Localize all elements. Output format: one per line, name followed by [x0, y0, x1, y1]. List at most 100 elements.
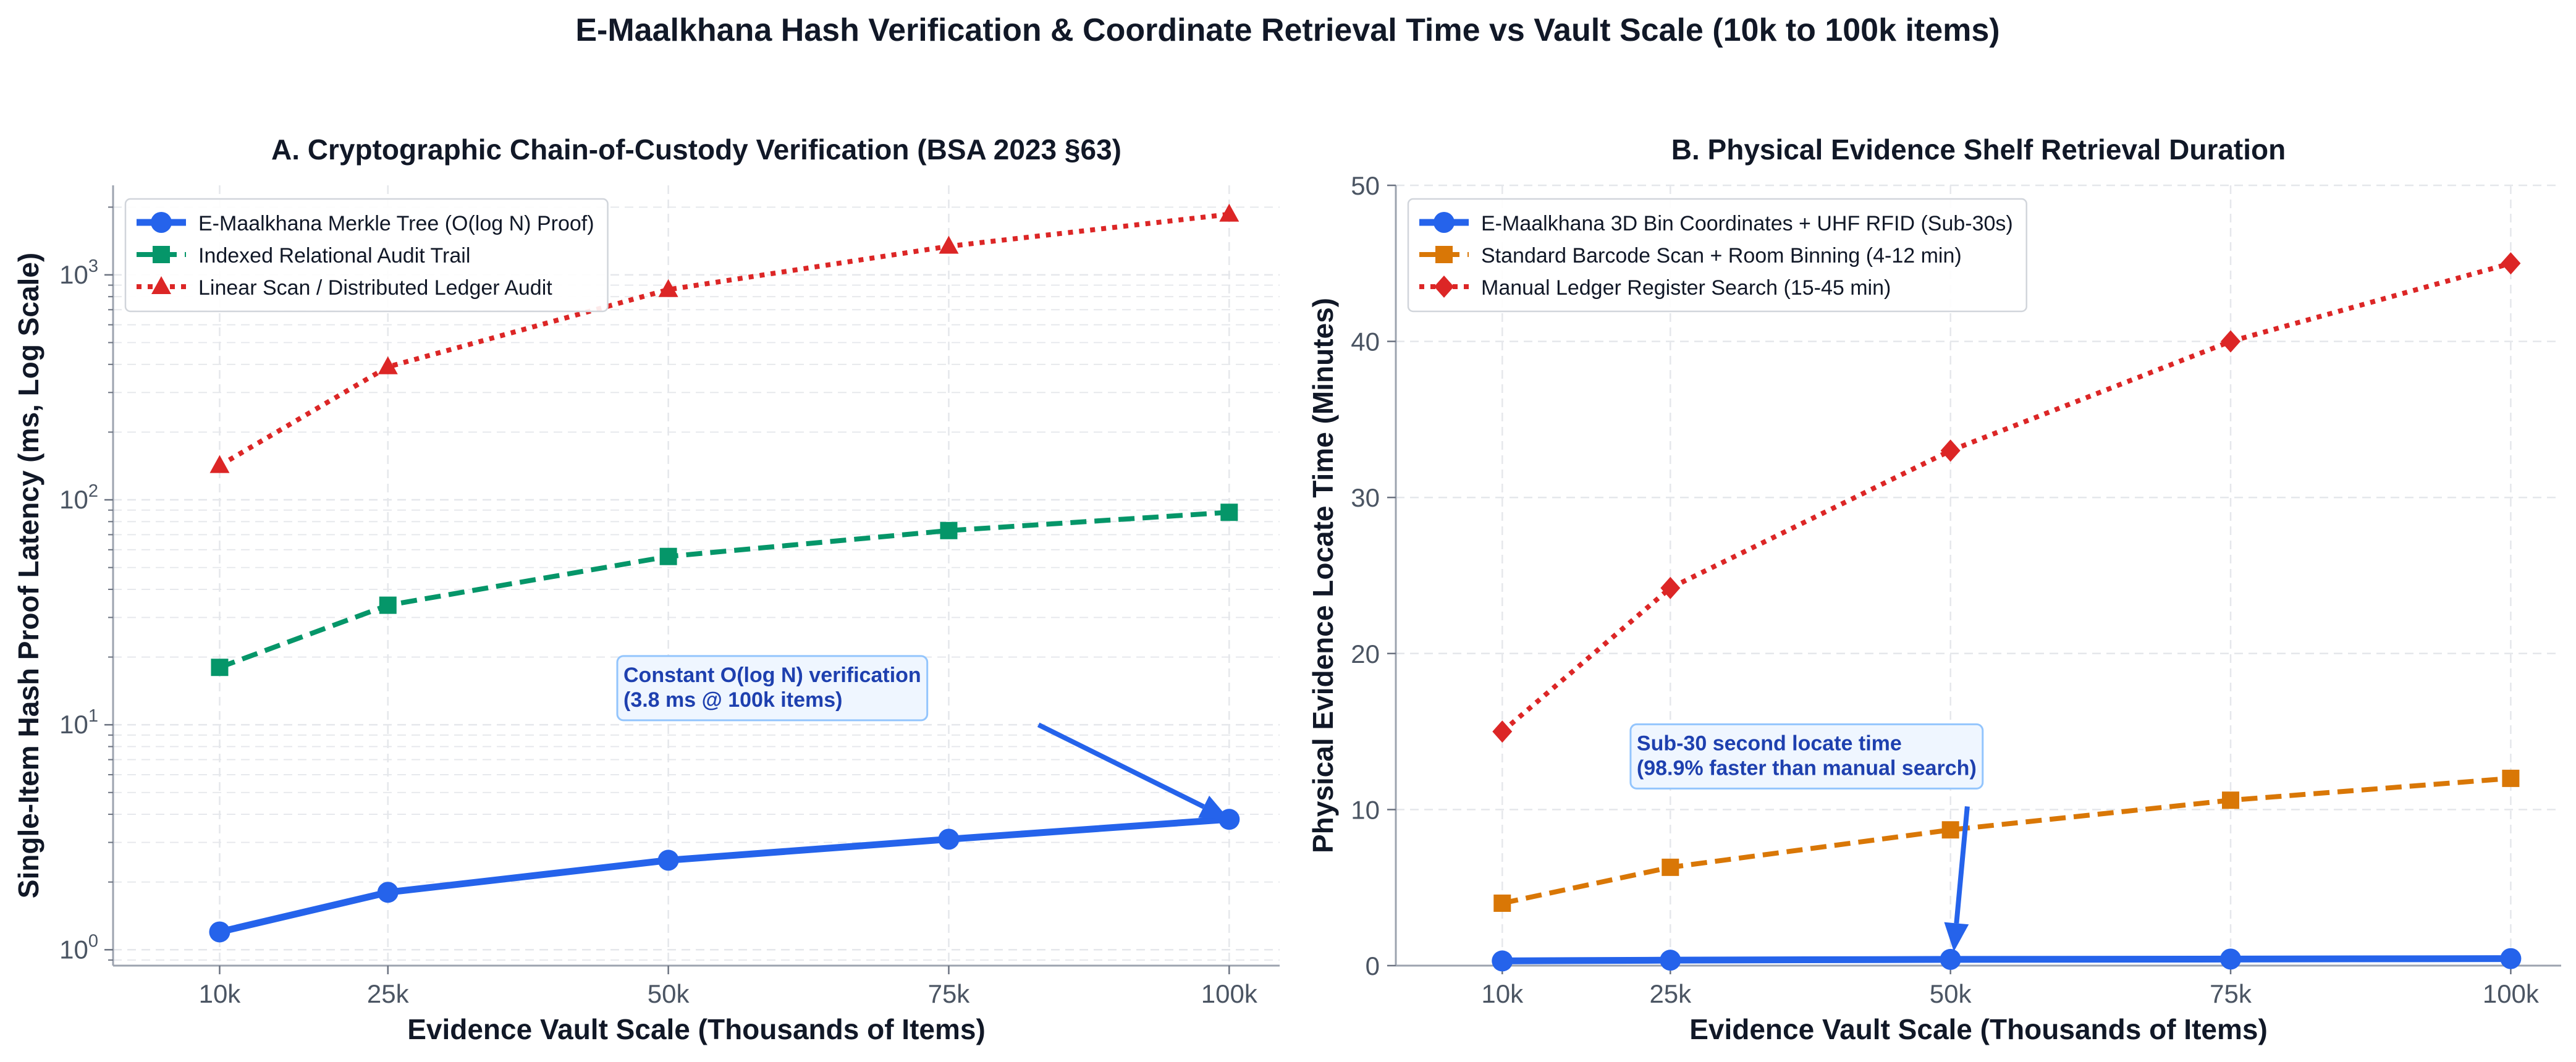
annotation-text: (98.9% faster than manual search) — [1637, 756, 1977, 780]
data-point — [658, 279, 678, 297]
data-point — [1662, 858, 1679, 876]
x-tick-label: 50k — [1930, 979, 1972, 1008]
y-tick-label: 0 — [1366, 951, 1380, 980]
legend-item: Standard Barcode Scan + Room Binning (4-… — [1419, 244, 1962, 268]
y-tick-label: 20 — [1351, 639, 1380, 668]
series-3 — [1492, 252, 2521, 743]
legend-label: Indexed Relational Audit Trail — [198, 244, 470, 268]
data-point — [1492, 950, 1513, 972]
annotation-box — [1629, 723, 1984, 790]
data-point — [2220, 948, 2242, 970]
data-point — [209, 455, 230, 473]
panel-a-legend: E-Maalkhana Merkle Tree (O(log N) Proof)… — [124, 198, 609, 313]
data-point — [657, 849, 679, 871]
x-tick-label: 10k — [199, 979, 242, 1008]
data-point — [1219, 203, 1239, 222]
series-line — [1501, 775, 2511, 906]
legend-marker — [151, 212, 172, 233]
data-point — [2501, 252, 2521, 275]
data-point — [1493, 894, 1511, 912]
annotation-text: Constant O(log N) verification — [623, 664, 921, 687]
data-point — [209, 921, 230, 943]
series-3 — [209, 203, 1239, 473]
series-1 — [209, 809, 1240, 943]
legend-marker — [1434, 276, 1454, 298]
panel-b: 0 10 20 30 40 50 10k 25k 50k 75k 100k B. Physical E… — [1307, 133, 2561, 1045]
annotation-arrow-head — [1944, 922, 1969, 952]
data-point — [211, 659, 229, 676]
legend-item: E-Maalkhana Merkle Tree (O(log N) Proof) — [137, 212, 594, 235]
legend-box — [124, 198, 609, 313]
data-point — [2221, 330, 2241, 353]
data-point — [377, 882, 399, 903]
legend-marker — [1435, 246, 1453, 263]
legend-marker — [1434, 212, 1455, 233]
y-tick-label: 10 — [1351, 795, 1380, 824]
legend-label: Standard Barcode Scan + Room Binning (4-… — [1481, 244, 1962, 268]
data-point — [378, 356, 398, 374]
data-point — [2222, 791, 2240, 809]
panel-a-grid — [113, 185, 1280, 966]
panel-b-legend: E-Maalkhana 3D Bin Coordinates + UHF RFI… — [1407, 198, 2027, 313]
y-axis-label: Single-Item Hash Proof Latency (ms, Log … — [12, 253, 44, 898]
annotation-arrow-shaft — [1037, 722, 1205, 809]
data-point — [940, 521, 958, 539]
x-tick-label: 75k — [928, 979, 971, 1008]
y-tick-label: 100 — [59, 931, 98, 964]
panel-a-title: A. Cryptographic Chain-of-Custody Verifi… — [271, 133, 1121, 166]
series-line — [1502, 955, 2511, 964]
legend-label: E-Maalkhana Merkle Tree (O(log N) Proof) — [198, 212, 594, 235]
series-2 — [1493, 769, 2520, 912]
figure-title: E-Maalkhana Hash Verification & Coordina… — [575, 12, 2000, 48]
y-tick-label: 40 — [1351, 327, 1380, 356]
x-tick-label: 75k — [2210, 979, 2252, 1008]
legend-marker — [151, 276, 171, 294]
x-tick-label: 100k — [1201, 979, 1258, 1008]
data-point — [659, 547, 677, 565]
x-axis-label: Evidence Vault Scale (Thousands of Items… — [1689, 1013, 2268, 1045]
data-point — [1940, 948, 1961, 970]
y-tick-label: 101 — [59, 706, 98, 739]
annotation-arrow-shaft — [1954, 806, 1970, 924]
legend-label: E-Maalkhana 3D Bin Coordinates + UHF RFI… — [1481, 212, 2013, 235]
legend-item: Linear Scan / Distributed Ledger Audit — [137, 276, 552, 300]
x-tick-label: 100k — [2483, 979, 2540, 1008]
data-point — [1492, 720, 1513, 743]
annotation-arrow-head — [1198, 795, 1230, 820]
series-2 — [211, 504, 1238, 676]
panel-b-title: B. Physical Evidence Shelf Retrieval Dur… — [1671, 133, 2286, 166]
legend-label: Linear Scan / Distributed Ledger Audit — [198, 276, 552, 300]
legend-box — [1407, 198, 2027, 313]
panel-a-annotation: Constant O(log N) verification(3.8 ms @ … — [616, 655, 1230, 820]
x-tick-label: 25k — [1649, 979, 1692, 1008]
data-point — [1940, 439, 1961, 462]
data-point — [1941, 821, 1959, 839]
data-point — [379, 596, 397, 614]
x-tick-label: 10k — [1481, 979, 1524, 1008]
series-1 — [1492, 948, 2522, 972]
data-point — [1220, 504, 1238, 521]
annotation-box — [616, 655, 929, 722]
x-tick-label: 25k — [367, 979, 410, 1008]
x-tick-label: 50k — [648, 979, 690, 1008]
legend-marker — [153, 246, 170, 263]
annotation-text: (3.8 ms @ 100k items) — [623, 688, 842, 712]
data-point — [938, 828, 960, 850]
series-line — [1500, 261, 2512, 734]
data-point — [1660, 950, 1681, 971]
y-tick-label: 30 — [1351, 483, 1380, 512]
y-axis-label: Physical Evidence Locate Time (Minutes) — [1307, 298, 1339, 853]
annotation-text: Sub-30 second locate time — [1637, 731, 1902, 755]
y-tick-label: 50 — [1351, 171, 1380, 200]
data-point — [2500, 948, 2522, 969]
panel-a: 100 101 102 103 10k 25k 50k 75k 100k A. Cryptogra… — [12, 133, 1280, 1045]
y-tick-label: 102 — [59, 481, 98, 514]
series-line — [219, 815, 1230, 935]
data-point — [2502, 769, 2520, 787]
data-point — [1660, 576, 1681, 599]
y-tick-label: 103 — [59, 256, 98, 289]
legend-item: E-Maalkhana 3D Bin Coordinates + UHF RFI… — [1419, 212, 2013, 235]
data-point — [939, 235, 959, 254]
